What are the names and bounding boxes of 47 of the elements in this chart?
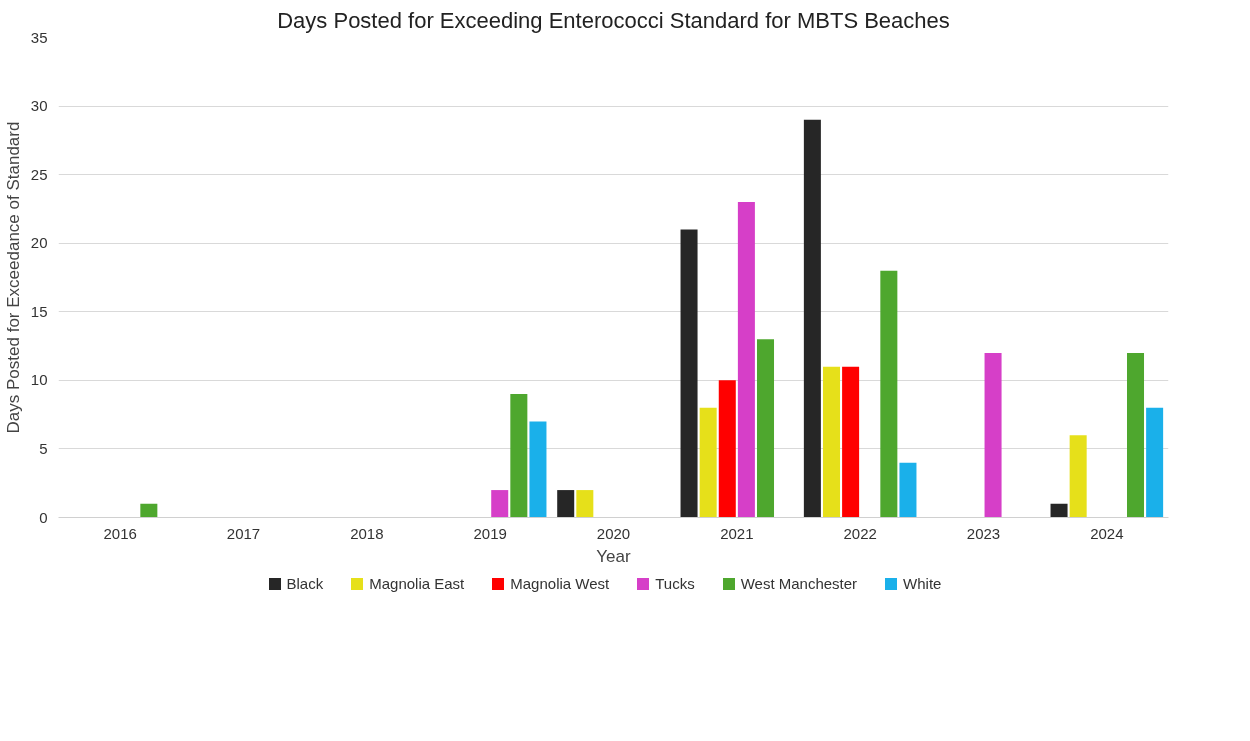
y-tick-label: 10 — [30, 371, 48, 389]
y-axis-title: Days Posted for Exceedance of Standard — [3, 121, 23, 434]
bar — [737, 202, 755, 518]
x-tick-label: 2021 — [720, 524, 754, 542]
bar — [880, 270, 898, 518]
bar — [491, 490, 509, 518]
bar — [557, 490, 575, 518]
legend-label: Magnolia West — [510, 574, 610, 594]
x-tick-label: 2018 — [350, 524, 384, 542]
bar — [699, 407, 717, 518]
bar — [576, 490, 594, 518]
x-tick-label: 2016 — [103, 524, 137, 542]
chart-title: Days Posted for Exceeding Enterococci Standard for MBTS Beaches — [277, 7, 950, 33]
legend-label: Tucks — [655, 574, 695, 594]
y-tick-label: 25 — [30, 165, 48, 183]
x-tick-label: 2017 — [226, 524, 261, 542]
bar — [1069, 435, 1087, 518]
bar — [1127, 352, 1145, 518]
bar — [718, 380, 736, 518]
legend-label: White — [903, 574, 942, 594]
x-tick-label: 2020 — [596, 524, 631, 542]
y-tick-label: 5 — [39, 439, 48, 457]
y-tick-label: 0 — [39, 508, 48, 526]
bar — [842, 366, 860, 518]
bar — [899, 462, 917, 518]
y-tick-label: 20 — [30, 234, 48, 252]
x-tick-label: 2022 — [843, 524, 877, 542]
bar — [1146, 407, 1164, 518]
x-tick-label: 2023 — [966, 524, 1001, 542]
legend-label: West Manchester — [740, 574, 858, 594]
x-tick-label: 2019 — [473, 524, 507, 542]
bar — [1050, 503, 1068, 518]
legend-label: Magnolia East — [369, 574, 465, 594]
bar — [984, 352, 1002, 518]
bar — [680, 229, 698, 518]
legend-label: Black — [286, 574, 324, 594]
bar — [529, 421, 547, 518]
x-tick-label: 2024 — [1090, 524, 1124, 542]
bar — [510, 394, 528, 518]
bar — [803, 119, 821, 518]
x-axis-title: Year — [596, 546, 632, 566]
bar — [140, 503, 158, 518]
y-tick-label: 15 — [30, 302, 48, 320]
bar — [757, 339, 775, 518]
bar — [822, 366, 840, 518]
y-tick-label: 30 — [30, 97, 48, 115]
y-tick-label: 35 — [30, 28, 48, 46]
